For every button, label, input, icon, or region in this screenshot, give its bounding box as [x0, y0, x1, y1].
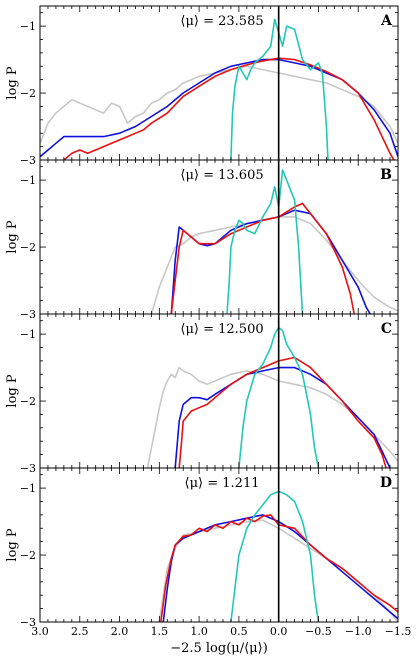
panel-c: −1 −2 −3 log P ⟨μ⟩ = 12.500 C — [5, 313, 399, 475]
panel-frame — [39, 467, 399, 623]
series-group — [158, 490, 398, 622]
mean-mu-label: ⟨μ⟩ = 13.605 — [180, 168, 263, 183]
x-tick-label: 2.5 — [71, 625, 89, 638]
series-line-blue — [174, 366, 391, 468]
series-line-cyan — [226, 169, 304, 314]
y-axis-label: log P — [5, 374, 20, 407]
y-axis-label: log P — [5, 528, 20, 561]
mean-mu-label: ⟨μ⟩ = 12.500 — [180, 322, 263, 337]
series-line-gray — [146, 366, 398, 468]
y-tick-label: −3 — [20, 462, 36, 475]
panel-letter: B — [380, 167, 392, 183]
y-tick-label: −3 — [20, 154, 36, 167]
x-tick-label: −0.5 — [305, 625, 332, 638]
x-tick-label: 0.5 — [230, 625, 248, 638]
x-tick-label: 0.0 — [270, 625, 288, 638]
y-tick-label: −1 — [20, 482, 36, 495]
x-tick-label: −1.5 — [385, 625, 412, 638]
series-group — [146, 326, 398, 468]
y-tick-label: −1 — [20, 20, 36, 33]
x-tick-label: 3.0 — [31, 625, 49, 638]
x-tick-label: −1.0 — [345, 625, 372, 638]
y-tick-label: −3 — [20, 308, 36, 321]
panel-b: −1 −2 −3 log P ⟨μ⟩ = 13.605 B — [5, 159, 399, 321]
panel-frame — [39, 159, 399, 315]
series-line-cyan — [230, 18, 329, 160]
series-line-red — [63, 57, 395, 160]
series-line-gray — [150, 216, 398, 314]
x-tick-label: 1.5 — [151, 625, 169, 638]
y-tick-label: −2 — [20, 87, 36, 100]
series-line-red — [178, 356, 387, 468]
x-tick-label: 1.0 — [190, 625, 208, 638]
y-tick-label: −1 — [20, 174, 36, 187]
series-group — [150, 169, 398, 314]
y-axis-label: log P — [5, 66, 20, 99]
y-tick-label: −2 — [20, 549, 36, 562]
x-tick-label: 2.0 — [111, 625, 129, 638]
panel-letter: D — [380, 475, 392, 491]
mean-mu-label: ⟨μ⟩ = 1.211 — [185, 476, 260, 491]
x-axis-label: −2.5 log(μ/⟨μ⟩) — [170, 641, 268, 656]
y-tick-label: −2 — [20, 395, 36, 408]
series-line-red — [170, 202, 355, 314]
panel-a: −1 −2 −3 log P ⟨μ⟩ = 23.585 A — [5, 5, 399, 167]
series-line-red — [160, 514, 398, 622]
panel-letter: C — [381, 321, 392, 337]
mean-mu-label: ⟨μ⟩ = 23.585 — [180, 14, 263, 29]
series-group — [40, 18, 398, 160]
series-line-cyan — [238, 326, 320, 468]
y-tick-label: −1 — [20, 328, 36, 341]
series-line-cyan — [230, 490, 320, 622]
y-axis-label: log P — [5, 220, 20, 253]
panel-letter: A — [380, 13, 393, 29]
panel-d: −1 −2 −3 log P ⟨μ⟩ = 1.211 D — [5, 467, 399, 629]
y-tick-label: −2 — [20, 241, 36, 254]
series-line-gray — [40, 65, 398, 144]
y-tick-label: −3 — [20, 616, 36, 629]
